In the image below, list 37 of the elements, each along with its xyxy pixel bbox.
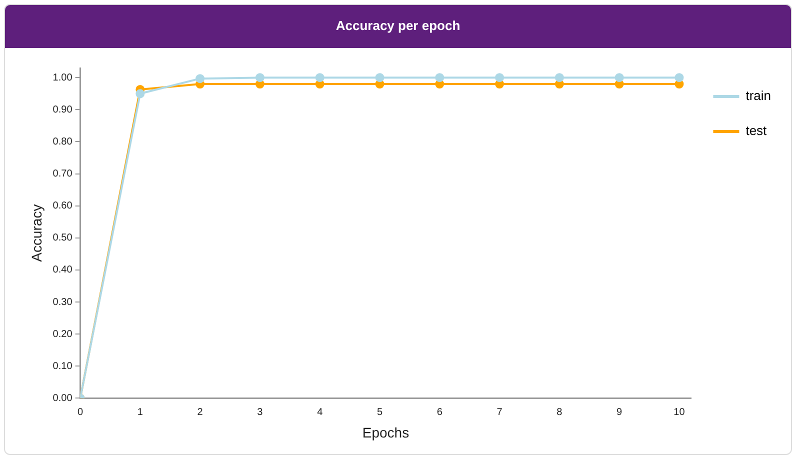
y-tick-label: 0.40 [52, 264, 73, 276]
x-tick-label: 4 [317, 406, 324, 418]
x-tick-label: 5 [376, 406, 383, 418]
legend-label: train [746, 88, 772, 104]
y-tick-label: 0.10 [52, 360, 73, 372]
y-tick-label: 0.90 [52, 104, 73, 116]
y-tick-label: 0.30 [52, 296, 73, 308]
x-axis-title: Epochs [362, 424, 410, 440]
legend-label: test [746, 123, 768, 138]
y-axis-title: Accuracy [28, 204, 44, 262]
y-tick-label: 0.70 [52, 168, 73, 180]
point [375, 73, 384, 82]
x-tick-label: 0 [77, 406, 84, 418]
x-tick-label: 7 [496, 406, 503, 418]
point [614, 73, 624, 82]
x-tick-label: 8 [556, 406, 563, 418]
x-tick-label: 6 [436, 406, 443, 418]
point [255, 73, 264, 82]
point [136, 89, 145, 98]
x-tick-label: 1 [137, 406, 144, 418]
y-tick-label: 1.00 [52, 72, 73, 84]
x-tick-label: 9 [616, 406, 623, 418]
point [554, 73, 564, 82]
point [196, 74, 205, 84]
chart-title: Accuracy per epoch [5, 5, 791, 48]
x-tick-label: 3 [257, 406, 264, 418]
y-tick-label: 0.80 [52, 136, 73, 148]
y-tick-label: 0.60 [52, 200, 73, 212]
y-tick-label: 0.50 [52, 232, 73, 244]
point [435, 73, 444, 82]
y-tick-label: 0.20 [52, 328, 73, 340]
point [315, 73, 324, 82]
y-tick-label: 0.00 [52, 392, 73, 404]
x-tick-label: 10 [674, 406, 686, 418]
x-tick-label: 2 [197, 406, 204, 418]
point [495, 73, 504, 82]
point [674, 73, 684, 82]
